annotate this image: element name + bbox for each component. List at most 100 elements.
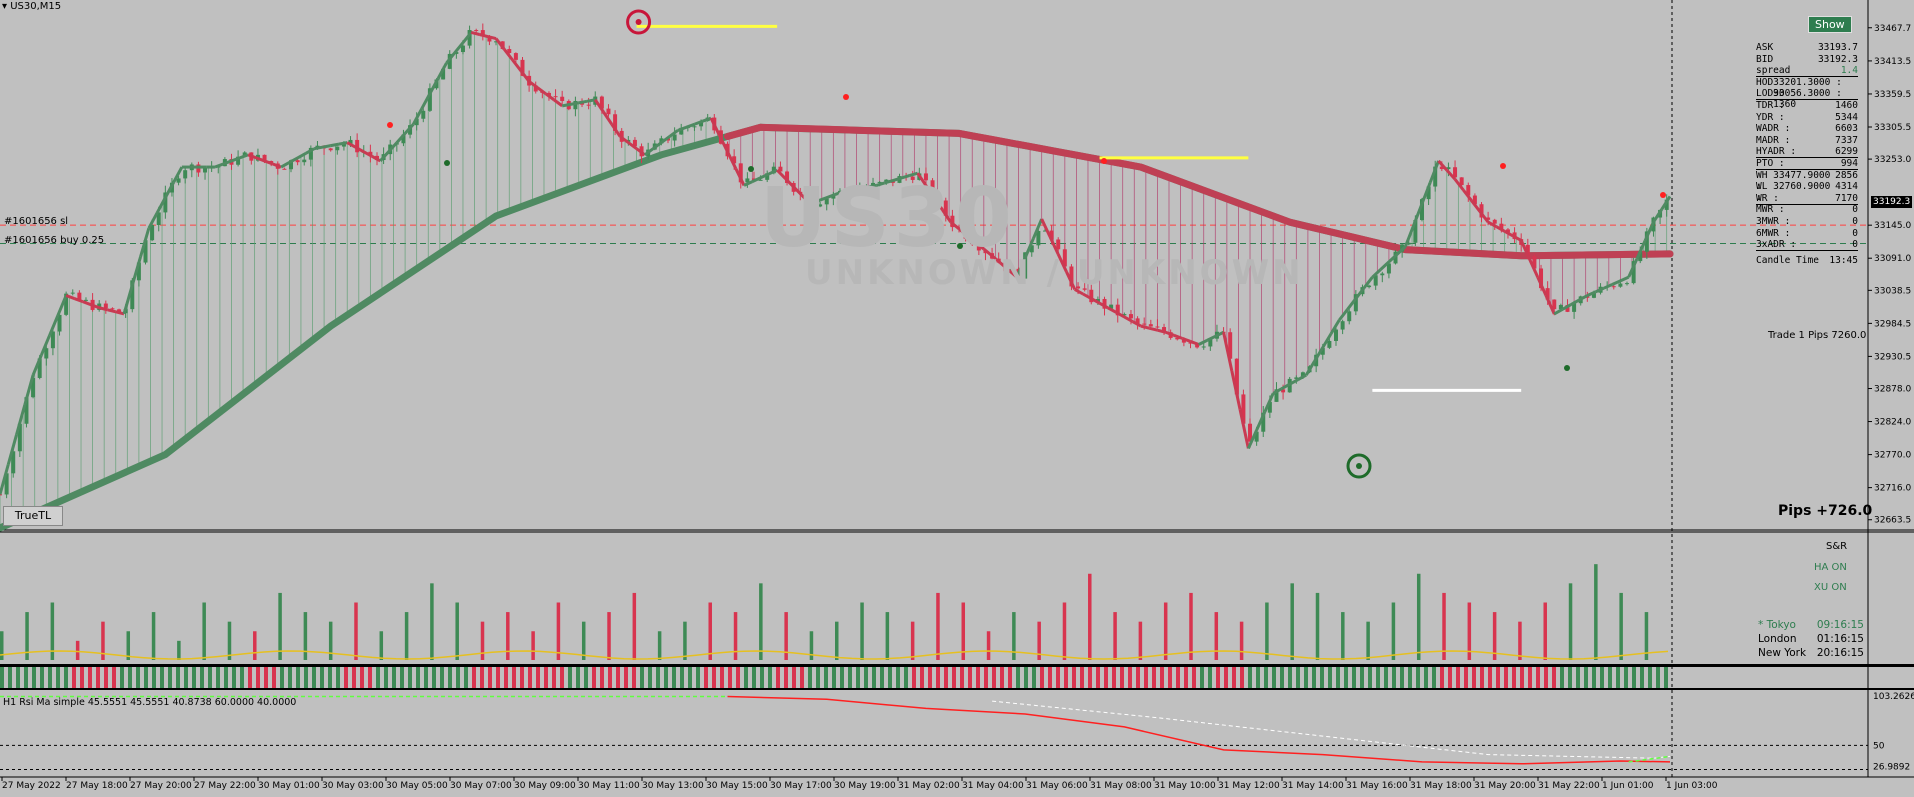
volume-bar	[1543, 602, 1547, 660]
ma-short-line	[586, 98, 596, 103]
trend-stripe	[1424, 667, 1428, 688]
info-key: WH 33477.9000 :	[1756, 169, 1831, 192]
trend-stripe	[992, 667, 996, 688]
ma-short-line	[1238, 409, 1250, 449]
candle-body	[1479, 204, 1484, 218]
info-value: 13:45	[1829, 255, 1858, 267]
rsi-series-line	[992, 700, 1671, 759]
trend-stripe	[792, 667, 796, 688]
signal-dot-icon	[1500, 163, 1506, 169]
info-separator	[1756, 157, 1858, 159]
ma-short-line	[916, 172, 928, 187]
ma-short-line	[1048, 236, 1060, 255]
ma-short-line	[222, 159, 233, 166]
dropdown-triangle-icon[interactable]: ▾	[2, 1, 11, 12]
trend-stripe	[1056, 667, 1060, 688]
info-key: Candle Time	[1756, 255, 1819, 267]
trend-stripe	[1304, 667, 1308, 688]
info-value: 994	[1840, 158, 1858, 169]
ma-short-line	[1603, 283, 1613, 290]
ma-short-line	[1354, 286, 1366, 300]
ma-short-line	[1660, 195, 1672, 211]
trend-stripe	[560, 667, 564, 688]
trend-stripe	[40, 667, 44, 688]
ma-short-line	[809, 199, 819, 206]
watermark-symbol: US30	[760, 171, 1016, 266]
candle-body	[586, 104, 591, 106]
ma-short-line	[528, 80, 539, 89]
sr-label[interactable]: S&R	[1826, 541, 1848, 552]
candle-body	[937, 198, 942, 201]
ma-short-line	[65, 294, 75, 300]
volume-bar	[1239, 621, 1244, 660]
info-key: BID	[1756, 53, 1774, 65]
trend-stripe	[752, 667, 756, 688]
candle-body	[447, 53, 452, 69]
candle-body	[427, 88, 432, 111]
candle-body	[672, 134, 677, 141]
candle-body	[335, 146, 340, 151]
candle-body	[1380, 273, 1385, 276]
ma-short-line	[561, 102, 571, 108]
ma-short-line	[1495, 225, 1506, 233]
sell-signal-dot-icon	[635, 19, 642, 25]
candle-body	[1439, 166, 1444, 170]
y-tick-label: 33467.7	[1874, 24, 1911, 34]
trend-stripe	[1448, 667, 1452, 688]
truetl-button[interactable]: TrueTL	[3, 506, 63, 526]
info-row: 3xADR : 0	[1756, 239, 1858, 250]
ma-short-line	[487, 35, 497, 41]
info-row: HYADR : 6299	[1756, 146, 1858, 157]
x-tick-label: 30 May 03:00	[322, 781, 384, 791]
trend-stripe	[1360, 667, 1364, 688]
xu-toggle[interactable]: XU ON	[1814, 582, 1847, 593]
info-row: WADR : 6603	[1756, 123, 1858, 134]
candle-body	[163, 192, 168, 213]
session-time: 20:16:15	[1816, 647, 1864, 659]
trend-stripe	[264, 667, 268, 688]
volume-bar	[303, 612, 308, 660]
trend-stripe	[1464, 667, 1468, 688]
candle-body	[1353, 294, 1358, 312]
ma-short-line	[1015, 257, 1027, 278]
ma-short-line	[1503, 229, 1514, 238]
trend-stripe	[1280, 667, 1284, 688]
trend-stripe	[192, 667, 196, 688]
ma-short-line	[1065, 271, 1077, 291]
ma-short-line	[1206, 334, 1216, 342]
candle-body	[910, 176, 915, 180]
candle-body	[150, 225, 155, 241]
trend-stripe	[1208, 667, 1212, 688]
show-button[interactable]: Show	[1808, 16, 1852, 33]
order-sl-label[interactable]: #1601656 sl	[4, 216, 69, 227]
candle-body	[1109, 304, 1114, 309]
trend-stripe	[864, 667, 868, 688]
ma-short-line	[1280, 382, 1291, 391]
candle-body	[778, 166, 783, 172]
ma-short-line	[1627, 258, 1639, 278]
session-name: London	[1758, 633, 1797, 645]
ma-short-line	[717, 134, 729, 153]
candle-body	[1281, 389, 1286, 393]
trend-stripe	[328, 667, 332, 688]
info-key: WL 32760.9000 :	[1756, 181, 1831, 204]
candle-body	[1208, 338, 1213, 347]
ma-short-line	[130, 256, 142, 286]
candle-body	[930, 180, 935, 199]
y-tick-label: 32770.0	[1874, 451, 1911, 461]
ma-short-line	[1420, 181, 1432, 205]
candle-body	[1300, 372, 1305, 378]
order-buy-label[interactable]: #1601656 buy 0.25	[4, 235, 105, 246]
session-name: * Tokyo	[1758, 619, 1796, 631]
ma-short-line	[594, 98, 605, 113]
ha-toggle[interactable]: HA ON	[1814, 562, 1847, 573]
candle-body	[1036, 231, 1041, 246]
info-row: ASK 33193.7	[1756, 42, 1858, 53]
trend-stripe	[1656, 667, 1660, 688]
trend-stripe	[1552, 667, 1556, 688]
candle-body	[414, 118, 419, 126]
ma-short-line	[1230, 370, 1242, 411]
trend-stripe	[1064, 667, 1068, 688]
candle-body	[70, 292, 75, 294]
buy-signal-icon	[1346, 453, 1372, 479]
